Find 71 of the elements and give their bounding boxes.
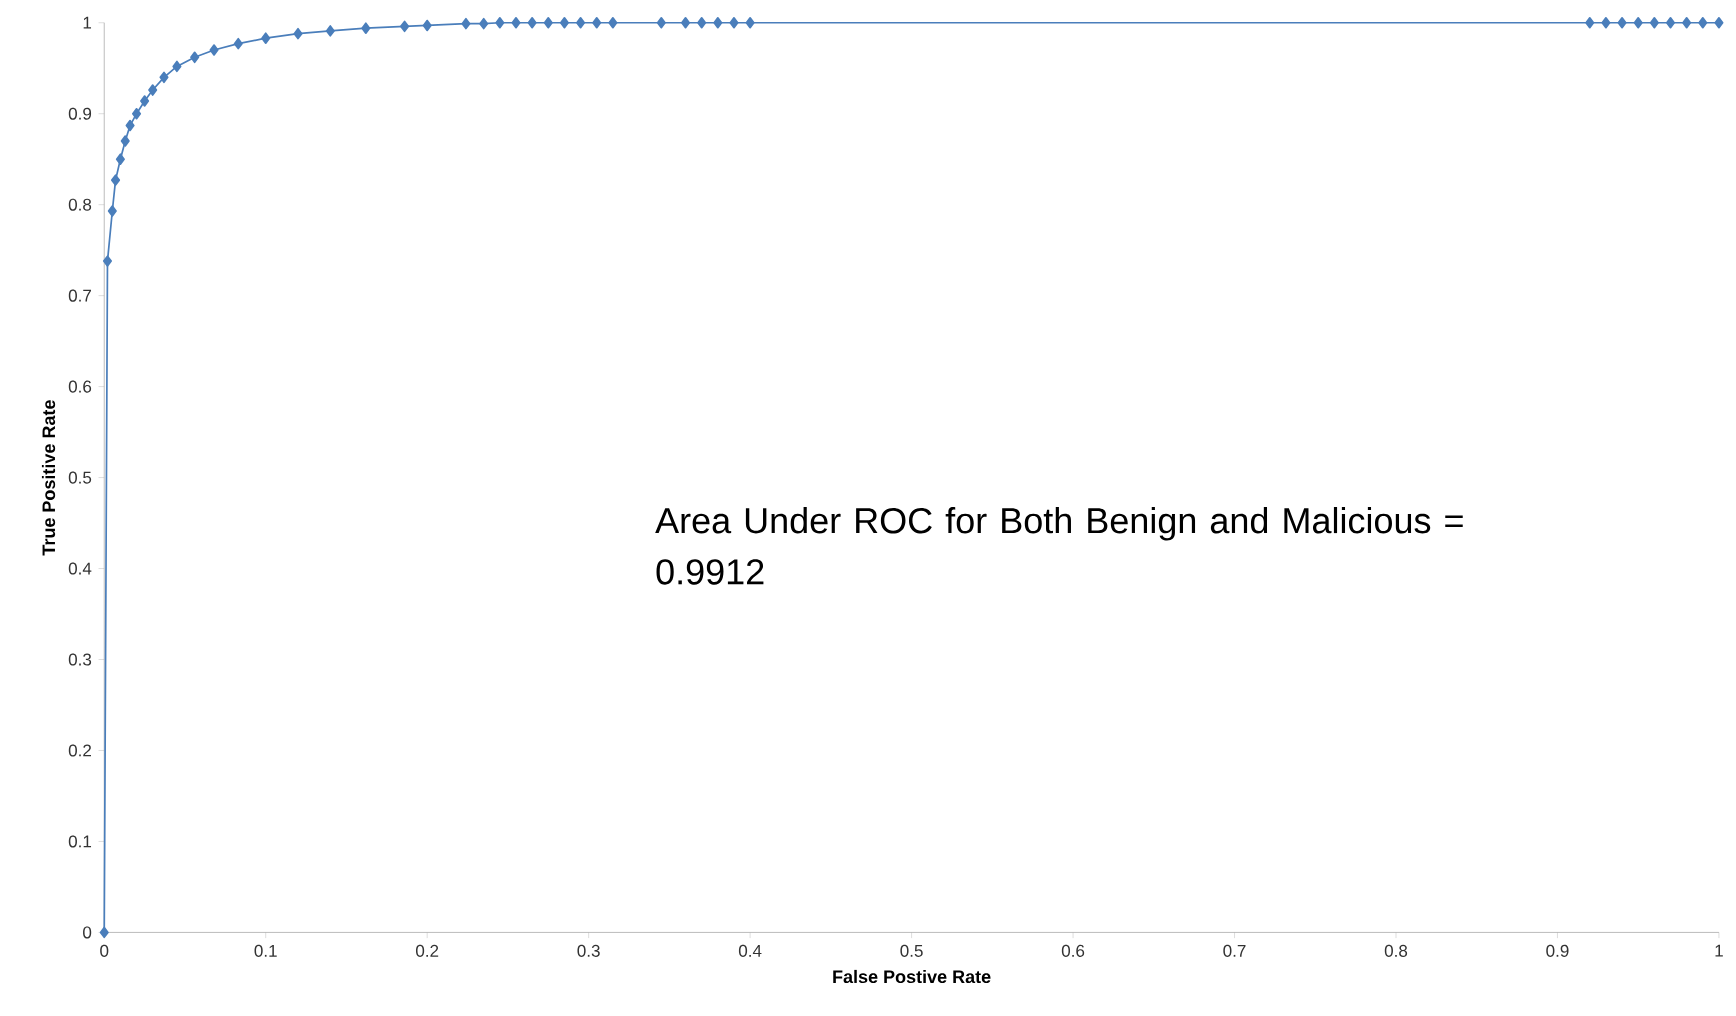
point	[680, 17, 691, 29]
x-axis-title: False Postive Rate	[833, 969, 991, 984]
point	[527, 17, 537, 29]
point	[656, 17, 666, 29]
x-tick-label: 0.1	[254, 944, 277, 957]
y-tick-label: 0.2	[68, 744, 91, 757]
y-tick-label: 0.8	[68, 198, 92, 211]
x-tick-label: 0.9	[1546, 944, 1569, 957]
point	[511, 17, 521, 29]
point	[209, 44, 219, 56]
point	[479, 17, 489, 30]
point	[261, 32, 271, 45]
point	[140, 95, 150, 107]
point	[159, 71, 169, 84]
point	[361, 22, 371, 35]
point	[172, 60, 182, 73]
y-tick-label: 0.1	[68, 835, 92, 848]
annotation: Area Under ROC for Both Benign and Malicious = 0.9912	[655, 507, 1463, 585]
point	[559, 17, 569, 29]
point	[697, 17, 707, 29]
x-tick-label: 0.7	[1223, 944, 1246, 957]
point	[125, 119, 135, 132]
point	[190, 51, 200, 64]
point	[495, 17, 505, 29]
point	[148, 84, 158, 96]
point	[745, 17, 755, 29]
x-tick-label: 0.8	[1384, 944, 1408, 957]
point	[102, 255, 113, 267]
point	[1698, 17, 1708, 29]
point	[1601, 17, 1611, 29]
y-tick-label: 0	[83, 926, 92, 939]
point	[422, 19, 432, 32]
point	[713, 17, 723, 29]
point	[107, 205, 117, 217]
x-tick-label: 0	[100, 944, 109, 957]
point	[592, 17, 602, 29]
point	[1633, 17, 1643, 29]
point	[1585, 17, 1595, 29]
point	[233, 37, 243, 50]
x-tick-label: 0.4	[738, 944, 762, 957]
point	[99, 926, 109, 939]
y-tick-label: 0.5	[68, 471, 92, 484]
point	[608, 17, 618, 29]
y-tick-label: 0.3	[68, 653, 92, 666]
y-tick-label: 0.9	[68, 107, 92, 120]
point	[115, 153, 125, 166]
x-tick-label: 0.6	[1061, 944, 1085, 957]
point	[1714, 17, 1724, 29]
point	[325, 25, 335, 37]
point	[1665, 17, 1676, 29]
point	[1649, 17, 1659, 29]
point	[1682, 17, 1692, 29]
y-tick-label: 1	[83, 16, 92, 29]
point	[293, 27, 303, 40]
point	[110, 174, 121, 186]
point	[1617, 17, 1627, 29]
point	[400, 20, 410, 33]
x-tick-label: 0.3	[577, 944, 600, 957]
point	[120, 135, 130, 147]
x-tick-label: 0.5	[900, 944, 923, 957]
y-tick-label: 0.6	[68, 380, 92, 393]
point	[543, 17, 553, 29]
y-tick-label: 0.7	[68, 289, 91, 302]
point	[729, 17, 739, 29]
y-axis-title: True Positive Rate	[41, 400, 56, 556]
y-tick-label: 0.4	[68, 562, 92, 575]
x-tick-label: 1	[1715, 944, 1723, 957]
x-tick-label: 0.2	[415, 944, 439, 957]
point	[461, 17, 471, 30]
point	[131, 108, 142, 120]
point	[576, 17, 586, 29]
